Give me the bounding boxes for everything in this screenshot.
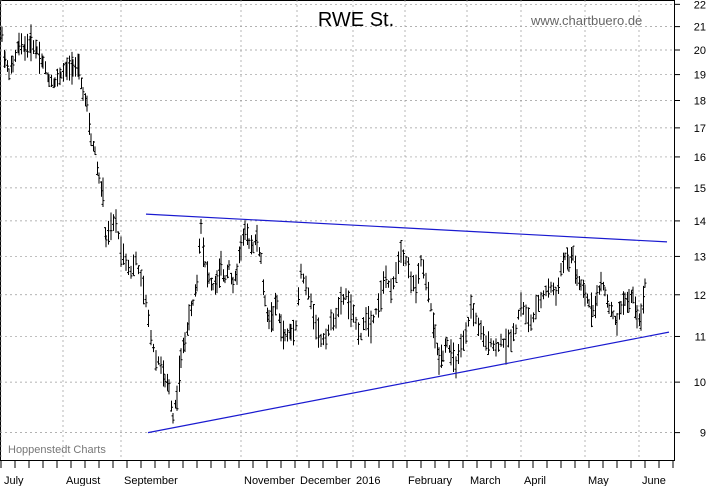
x-tick-label: December <box>300 475 351 486</box>
x-tick-label: August <box>66 475 100 486</box>
y-tick-label: 22 <box>694 0 706 11</box>
x-tick-label: March <box>470 475 501 486</box>
y-tick-label: 15 <box>694 183 706 195</box>
x-tick-label: November <box>244 475 295 486</box>
y-tick-label: 13 <box>694 251 706 263</box>
chart-title: RWE St. <box>318 9 394 31</box>
plot-frame <box>0 0 675 461</box>
upper-trendline <box>145 213 668 243</box>
x-axis: July August September November December 2016 F… <box>0 460 674 486</box>
y-tick-label: 11 <box>695 331 706 343</box>
x-tick-label: May <box>588 475 609 486</box>
x-tick-label: April <box>524 475 546 486</box>
ohlc-bars <box>0 24 647 424</box>
x-tick-label: September <box>124 475 178 486</box>
y-tick-label: 12 <box>694 290 706 302</box>
y-tick-label: 18 <box>694 95 706 107</box>
credit-text: Hoppenstedt Charts <box>8 444 106 456</box>
lower-trendline <box>147 331 670 434</box>
y-tick-label: 14 <box>694 216 706 228</box>
y-tick-label: 20 <box>694 45 706 57</box>
y-tick-label: 21 <box>694 22 706 34</box>
watermark-text: www.chartbuero.de <box>530 13 642 28</box>
x-tick-label: June <box>642 475 666 486</box>
y-tick-label: 16 <box>694 152 706 164</box>
y-tick-label: 9 <box>700 428 706 440</box>
x-tick-label: 2016 <box>356 475 380 486</box>
grid-lines <box>0 0 675 460</box>
y-tick-label: 19 <box>694 70 706 82</box>
y-axis: 9 10 11 12 13 14 15 16 17 18 19 20 21 22 <box>675 0 706 440</box>
x-tick-label: July <box>4 475 24 486</box>
y-tick-label: 10 <box>694 377 706 389</box>
y-tick-label: 17 <box>694 123 706 135</box>
trendlines <box>145 213 670 434</box>
x-tick-label: February <box>408 475 453 486</box>
